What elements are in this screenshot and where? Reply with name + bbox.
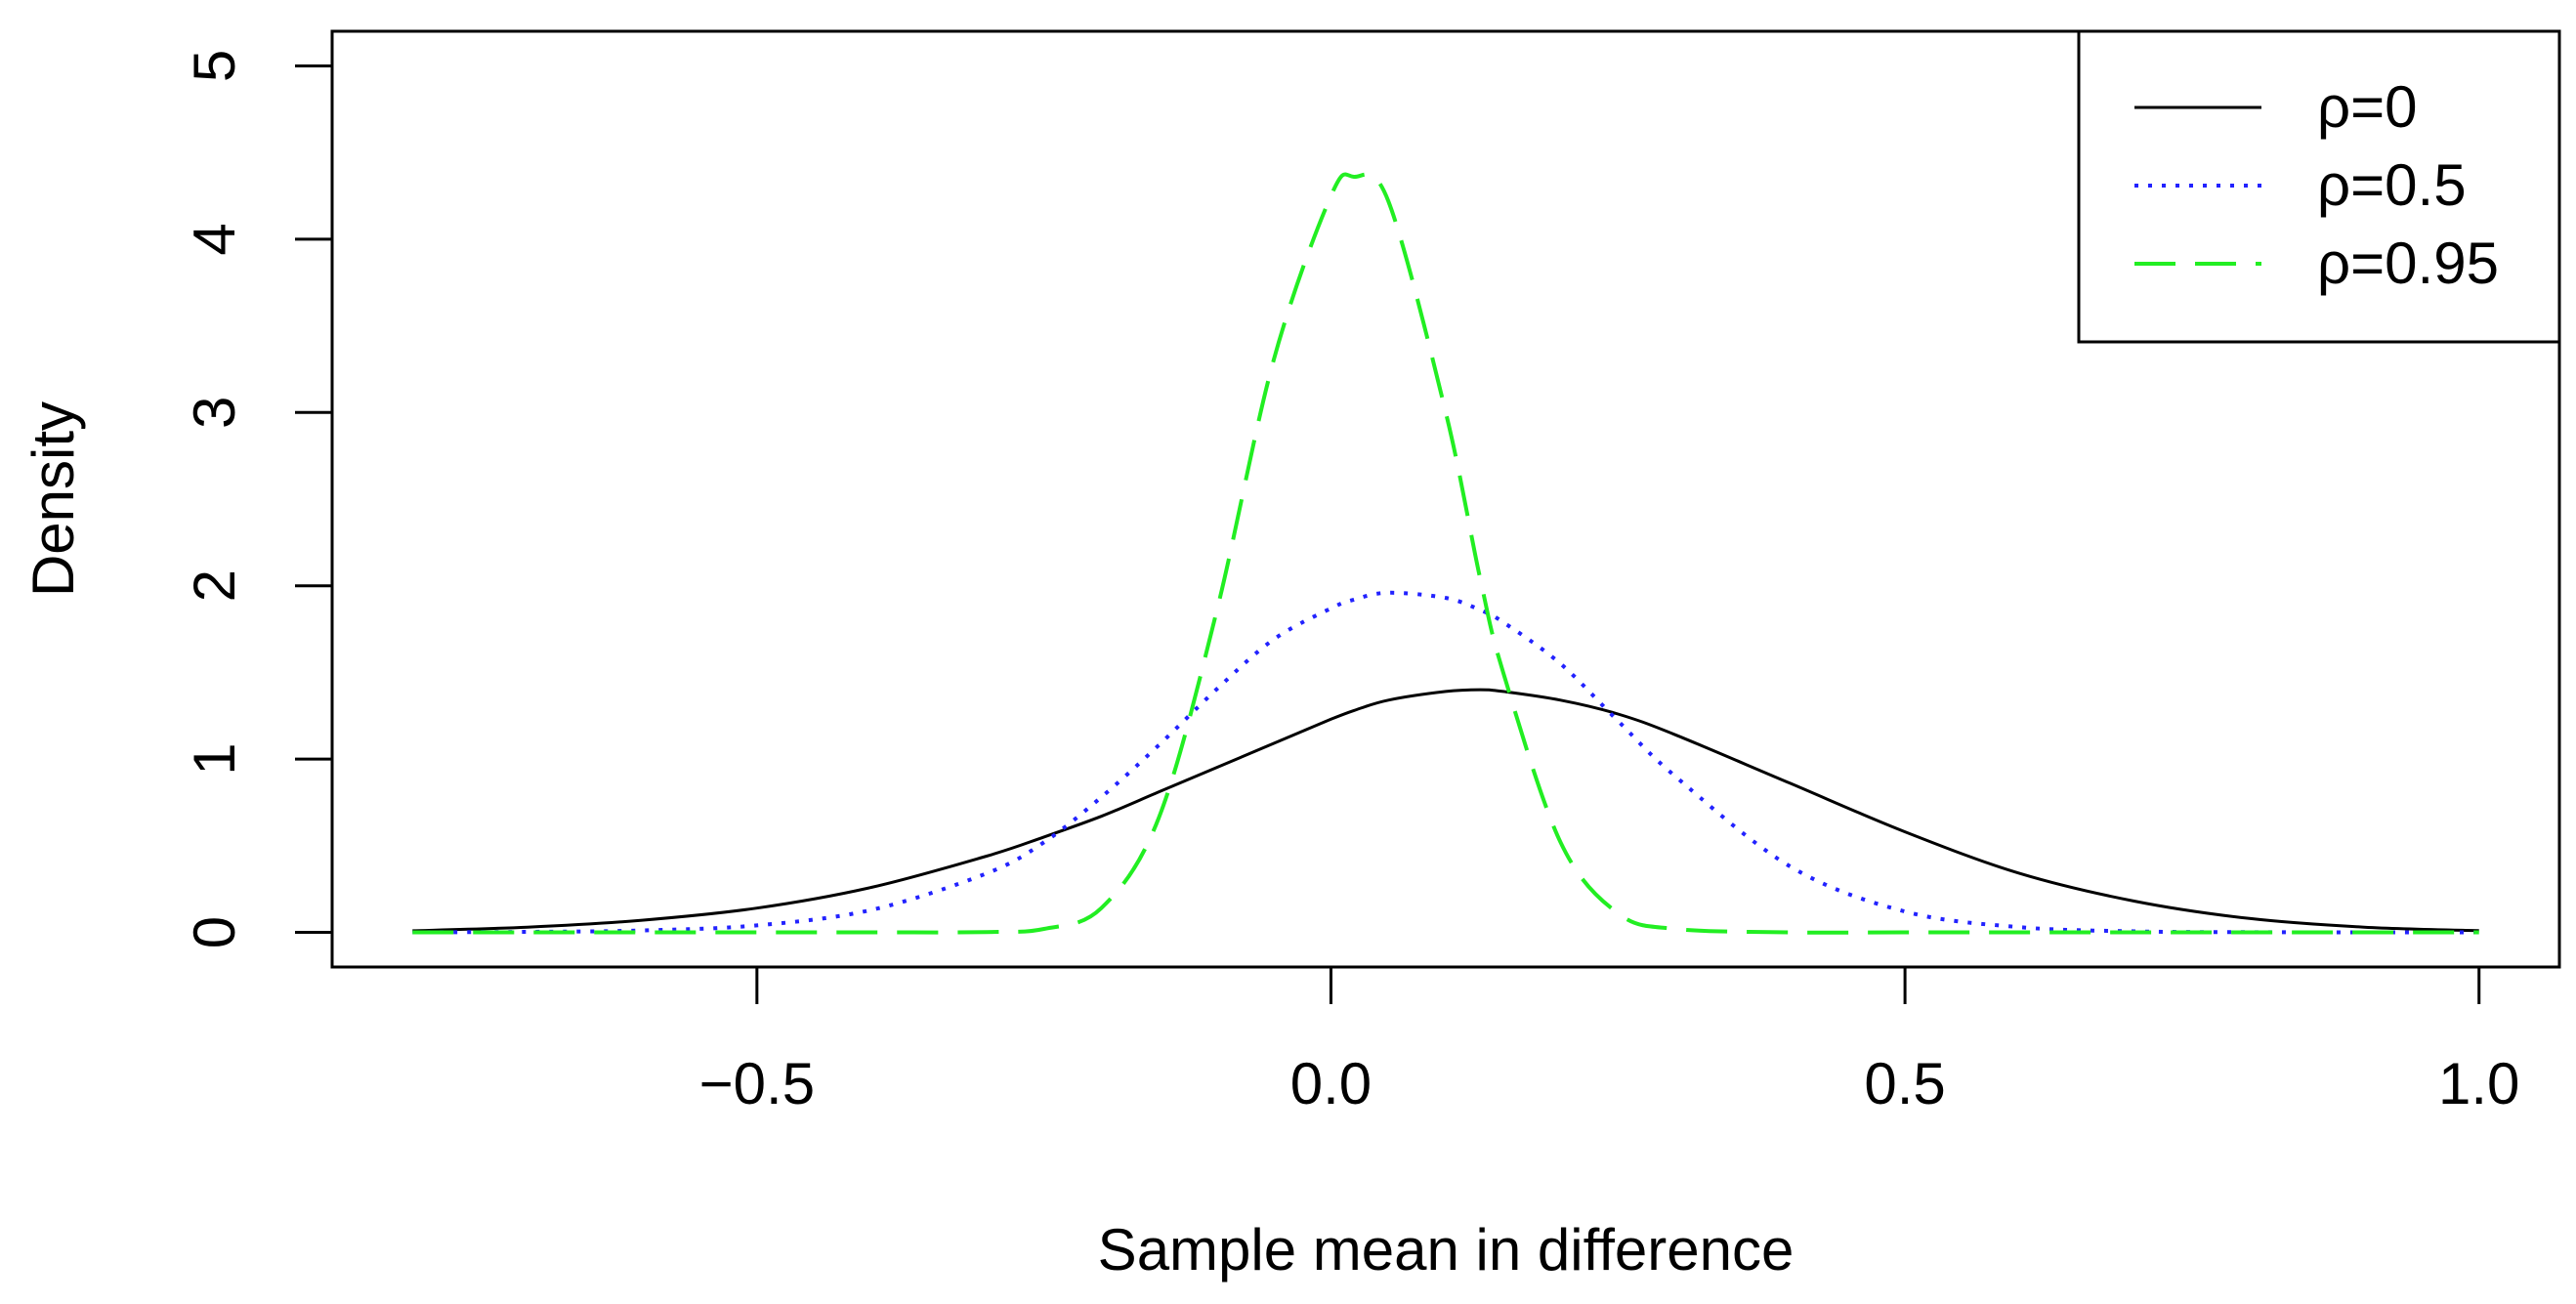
y-tick-label: 4 xyxy=(182,223,247,255)
y-tick-label: 0 xyxy=(182,916,247,948)
legend-label-rho-0-95: ρ=0.95 xyxy=(2317,231,2499,296)
y-axis: 0 1 2 3 4 5 xyxy=(182,50,334,948)
y-tick-label: 1 xyxy=(182,742,247,775)
legend-label-rho-0: ρ=0 xyxy=(2317,74,2418,140)
series-layer xyxy=(412,172,2479,935)
x-tick-label: −0.5 xyxy=(699,1051,815,1116)
x-axis-label: Sample mean in difference xyxy=(1098,1217,1795,1283)
legend-box xyxy=(2077,29,2561,344)
legend: ρ=0 ρ=0.5 ρ=0.95 xyxy=(2077,29,2561,344)
y-tick-label: 3 xyxy=(182,397,247,429)
x-tick-label: 0.0 xyxy=(1290,1051,1372,1116)
x-tick-label: 0.5 xyxy=(1864,1051,1945,1116)
x-axis: −0.5 0.0 0.5 1.0 xyxy=(699,965,2519,1116)
series-line-rho-0 xyxy=(412,688,2479,933)
x-tick-label: 1.0 xyxy=(2438,1051,2519,1116)
y-tick-label: 5 xyxy=(182,50,247,82)
series-line-rho-0-95 xyxy=(412,172,2479,935)
series-line-rho-0-5 xyxy=(412,590,2479,935)
y-axis-label: Density xyxy=(21,401,86,597)
legend-label-rho-0-5: ρ=0.5 xyxy=(2317,152,2467,218)
y-tick-label: 2 xyxy=(182,569,247,602)
